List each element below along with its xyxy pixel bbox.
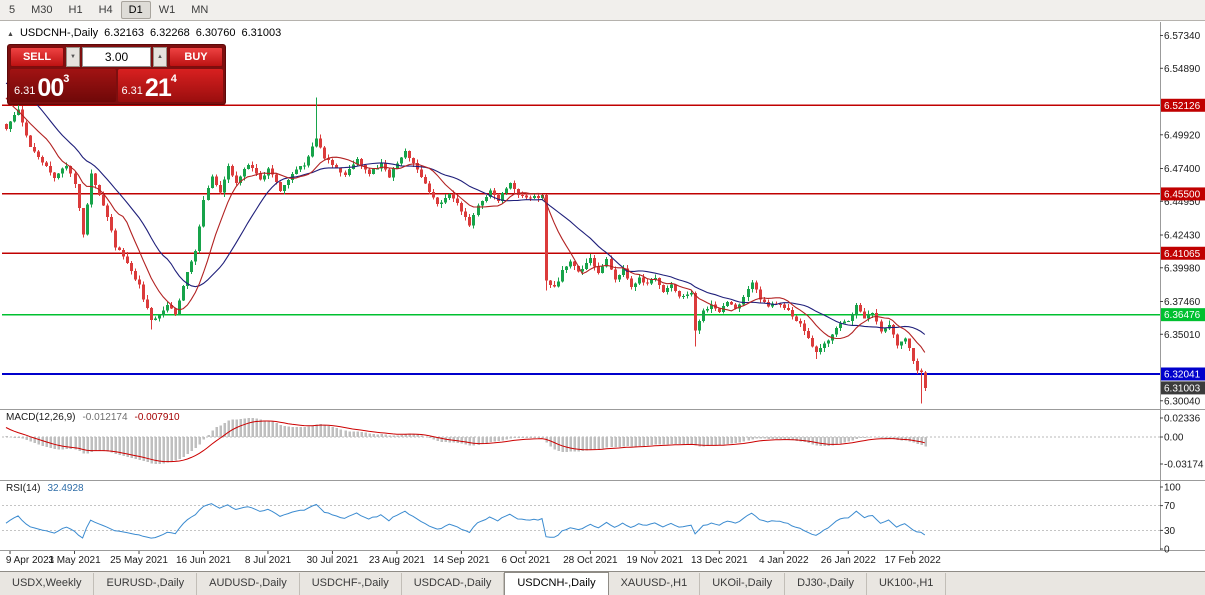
svg-text:13 Dec 2021: 13 Dec 2021 xyxy=(691,555,748,566)
volume-decrease-button[interactable]: ▼ xyxy=(66,47,80,67)
svg-text:8 Jul 2021: 8 Jul 2021 xyxy=(245,555,292,566)
ohlc-close: 6.31003 xyxy=(241,27,282,39)
svg-text:25 May 2021: 25 May 2021 xyxy=(110,555,168,566)
svg-text:26 Jan 2022: 26 Jan 2022 xyxy=(821,555,876,566)
svg-text:6.44950: 6.44950 xyxy=(1164,197,1201,208)
chart-tab-usdx-weekly[interactable]: USDX,Weekly xyxy=(0,573,95,595)
price-axis: 6.57340 6.54890 6.49920 6.47400 6.44950 6.424… xyxy=(1160,31,1201,407)
chart-tab-usdcad-daily[interactable]: USDCAD-,Daily xyxy=(401,573,505,595)
svg-text:6.41065: 6.41065 xyxy=(1164,249,1201,260)
svg-text:0.00: 0.00 xyxy=(1164,433,1184,444)
svg-text:6.31003: 6.31003 xyxy=(1164,383,1201,394)
svg-text:6.42430: 6.42430 xyxy=(1164,231,1201,242)
timeframe-toolbar: 5 M30 H1 H4 D1 W1 MN xyxy=(0,0,1205,21)
svg-text:0: 0 xyxy=(1164,545,1170,556)
svg-text:28 Oct 2021: 28 Oct 2021 xyxy=(563,555,618,566)
collapse-icon[interactable]: ▲ xyxy=(7,31,14,38)
svg-text:6.52126: 6.52126 xyxy=(1164,101,1201,112)
moving-averages xyxy=(5,82,926,353)
macd-signal-value: -0.007910 xyxy=(134,412,180,423)
svg-text:100: 100 xyxy=(1164,483,1181,494)
buy-price-pip-digit: 4 xyxy=(170,73,177,85)
chart-tab-ukoil-daily[interactable]: UKOil-,Daily xyxy=(700,573,786,595)
chart-tab-audusd-daily[interactable]: AUDUSD-,Daily xyxy=(197,573,300,595)
svg-text:6.54890: 6.54890 xyxy=(1164,64,1201,75)
symbol-period-label: USDCNH-,Daily xyxy=(19,27,99,39)
svg-text:6.49920: 6.49920 xyxy=(1164,130,1201,141)
svg-text:6.30040: 6.30040 xyxy=(1164,396,1201,407)
timeframe-button-m30[interactable]: M30 xyxy=(23,1,60,19)
timeframe-button-h1[interactable]: H1 xyxy=(61,1,91,19)
svg-text:6.47400: 6.47400 xyxy=(1164,164,1201,175)
one-click-trading-panel: SELL ▼ 3.00 ▲ BUY 6.31 00 3 6.31 21 4 xyxy=(7,44,226,105)
svg-text:6 Oct 2021: 6 Oct 2021 xyxy=(501,555,550,566)
chart-tab-usdcnh-daily[interactable]: USDCNH-,Daily xyxy=(504,572,609,595)
svg-text:6.36476: 6.36476 xyxy=(1164,310,1201,321)
svg-text:6.35010: 6.35010 xyxy=(1164,330,1201,341)
candlestick-series xyxy=(5,97,927,404)
svg-text:30: 30 xyxy=(1164,526,1176,537)
sell-price-big-digits: 00 xyxy=(37,74,64,102)
svg-text:17 Feb 2022: 17 Feb 2022 xyxy=(885,555,942,566)
svg-text:23 Aug 2021: 23 Aug 2021 xyxy=(369,555,426,566)
svg-text:6.45500: 6.45500 xyxy=(1164,189,1201,200)
buy-price-display[interactable]: 6.31 21 4 xyxy=(117,69,223,102)
volume-input[interactable]: 3.00 xyxy=(82,47,151,67)
svg-text:14 Sep 2021: 14 Sep 2021 xyxy=(433,555,490,566)
svg-text:-0.03174: -0.03174 xyxy=(1164,460,1204,471)
buy-button[interactable]: BUY xyxy=(169,47,223,67)
macd-indicator-label: MACD(12,26,9) -0.012174 -0.007910 xyxy=(6,412,180,423)
rsi-name: RSI(14) xyxy=(6,483,41,494)
timeframe-button-5[interactable]: 5 xyxy=(1,1,23,19)
svg-text:6.57340: 6.57340 xyxy=(1164,31,1201,42)
timeframe-button-d1[interactable]: D1 xyxy=(120,1,151,19)
svg-text:30 Jul 2021: 30 Jul 2021 xyxy=(307,555,359,566)
sell-price-display[interactable]: 6.31 00 3 xyxy=(10,69,116,102)
rsi-line xyxy=(5,503,926,539)
macd-name: MACD(12,26,9) xyxy=(6,412,76,423)
svg-text:16 Jun 2021: 16 Jun 2021 xyxy=(176,555,231,566)
sell-price-prefix: 6.31 xyxy=(14,85,36,97)
trade-prices-row: 6.31 00 3 6.31 21 4 xyxy=(10,69,223,102)
horizontal-level-lines xyxy=(2,104,1160,376)
rsi-indicator-label: RSI(14) 32.4928 xyxy=(6,483,84,494)
chart-tab-xauusd-h1[interactable]: XAUUSD-,H1 xyxy=(608,573,701,595)
svg-text:6.37460: 6.37460 xyxy=(1164,297,1201,308)
svg-text:6.39980: 6.39980 xyxy=(1164,263,1201,274)
chart-tab-uk100-h1[interactable]: UK100-,H1 xyxy=(866,573,947,595)
svg-text:0.02336: 0.02336 xyxy=(1164,414,1201,425)
price-axis-markers: 6.52126 6.45500 6.41065 6.36476 6.32041 6.310… xyxy=(1161,98,1205,395)
svg-text:6.32041: 6.32041 xyxy=(1164,370,1201,381)
chart-tab-dj30-daily[interactable]: DJ30-,Daily xyxy=(785,573,867,595)
svg-text:70: 70 xyxy=(1164,501,1176,512)
svg-text:4 Jan 2022: 4 Jan 2022 xyxy=(759,555,809,566)
sell-button[interactable]: SELL xyxy=(10,47,64,67)
chart-tab-eurusd-daily[interactable]: EURUSD-,Daily xyxy=(94,573,198,595)
buy-price-prefix: 6.31 xyxy=(121,85,143,97)
ohlc-low: 6.30760 xyxy=(195,27,236,39)
svg-text:9 Apr 2021: 9 Apr 2021 xyxy=(6,555,55,566)
timeframe-button-mn[interactable]: MN xyxy=(183,1,216,19)
chart-ohlc-header: ▲ USDCNH-,Daily 6.32163 6.32268 6.30760 … xyxy=(7,27,281,39)
volume-increase-button[interactable]: ▲ xyxy=(153,47,167,67)
macd-value: -0.012174 xyxy=(82,412,128,423)
trade-controls-row: SELL ▼ 3.00 ▲ BUY xyxy=(10,47,223,67)
ohlc-open: 6.32163 xyxy=(104,27,144,39)
timeframe-button-h4[interactable]: H4 xyxy=(91,1,121,19)
timeframe-button-w1[interactable]: W1 xyxy=(151,1,184,19)
chart-tab-usdchf-daily[interactable]: USDCHF-,Daily xyxy=(299,573,402,595)
macd-signal-line xyxy=(5,420,925,463)
rsi-value: 32.4928 xyxy=(47,483,84,494)
sell-price-pip-digit: 3 xyxy=(63,73,70,85)
svg-text:19 Nov 2021: 19 Nov 2021 xyxy=(626,555,683,566)
svg-text:3 May 2021: 3 May 2021 xyxy=(48,555,101,566)
chart-canvas[interactable]: 6.57340 6.54890 6.49920 6.47400 6.44950 6.424… xyxy=(0,0,1205,571)
buy-price-big-digits: 21 xyxy=(144,74,172,102)
ohlc-high: 6.32268 xyxy=(149,27,190,39)
chart-tab-bar: USDX,Weekly EURUSD-,Daily AUDUSD-,Daily USD… xyxy=(0,571,1205,595)
